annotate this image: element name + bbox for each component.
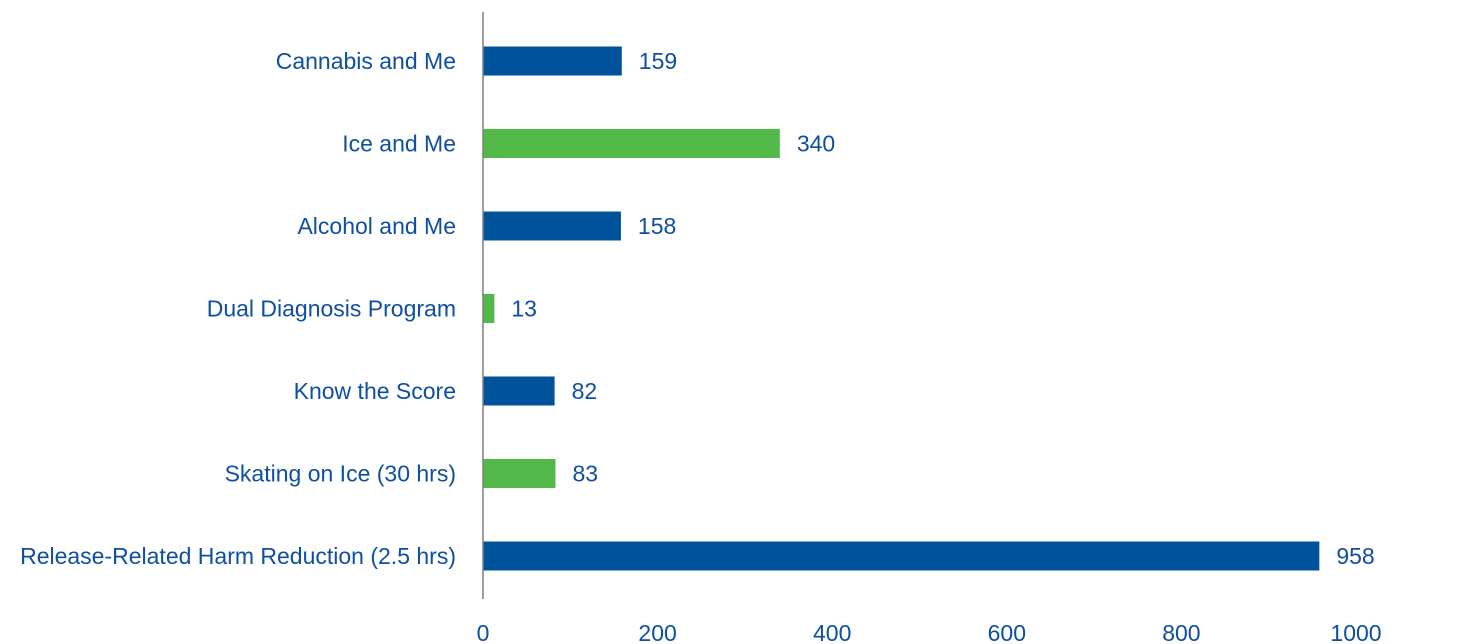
data-label: 13: [511, 296, 537, 322]
category-label: Release-Related Harm Reduction (2.5 hrs): [20, 543, 456, 569]
x-tick-label: 1000: [1330, 620, 1381, 644]
x-tick-label: 600: [988, 620, 1026, 644]
bars-layer: [483, 46, 1320, 571]
data-label: 958: [1336, 543, 1374, 569]
data-label: 82: [572, 378, 598, 404]
category-label: Know the Score: [294, 378, 456, 404]
bar: [483, 294, 495, 323]
x-tick-label: 400: [813, 620, 851, 644]
x-tick-label: 800: [1162, 620, 1200, 644]
category-label: Ice and Me: [342, 131, 456, 157]
bar: [483, 211, 621, 241]
x-tick-label: 0: [477, 620, 490, 644]
category-label: Skating on Ice (30 hrs): [225, 461, 456, 487]
category-label: Alcohol and Me: [297, 213, 456, 239]
bar: [483, 459, 556, 488]
bar: [483, 129, 780, 158]
x-tick-label: 200: [638, 620, 676, 644]
category-label: Cannabis and Me: [276, 48, 456, 74]
data-label: 83: [572, 461, 598, 487]
data-labels: 159 340 158 13 82 83 958: [511, 48, 1374, 569]
category-label: Dual Diagnosis Program: [207, 296, 456, 322]
category-labels: Cannabis and Me Ice and Me Alcohol and Me D…: [20, 48, 456, 569]
bar: [483, 541, 1320, 571]
bar: [483, 46, 622, 76]
data-label: 159: [639, 48, 677, 74]
x-axis-ticks: 0 200 400 600 800 1000: [477, 620, 1382, 644]
data-label: 158: [638, 213, 676, 239]
bar: [483, 376, 555, 406]
data-label: 340: [797, 131, 835, 157]
